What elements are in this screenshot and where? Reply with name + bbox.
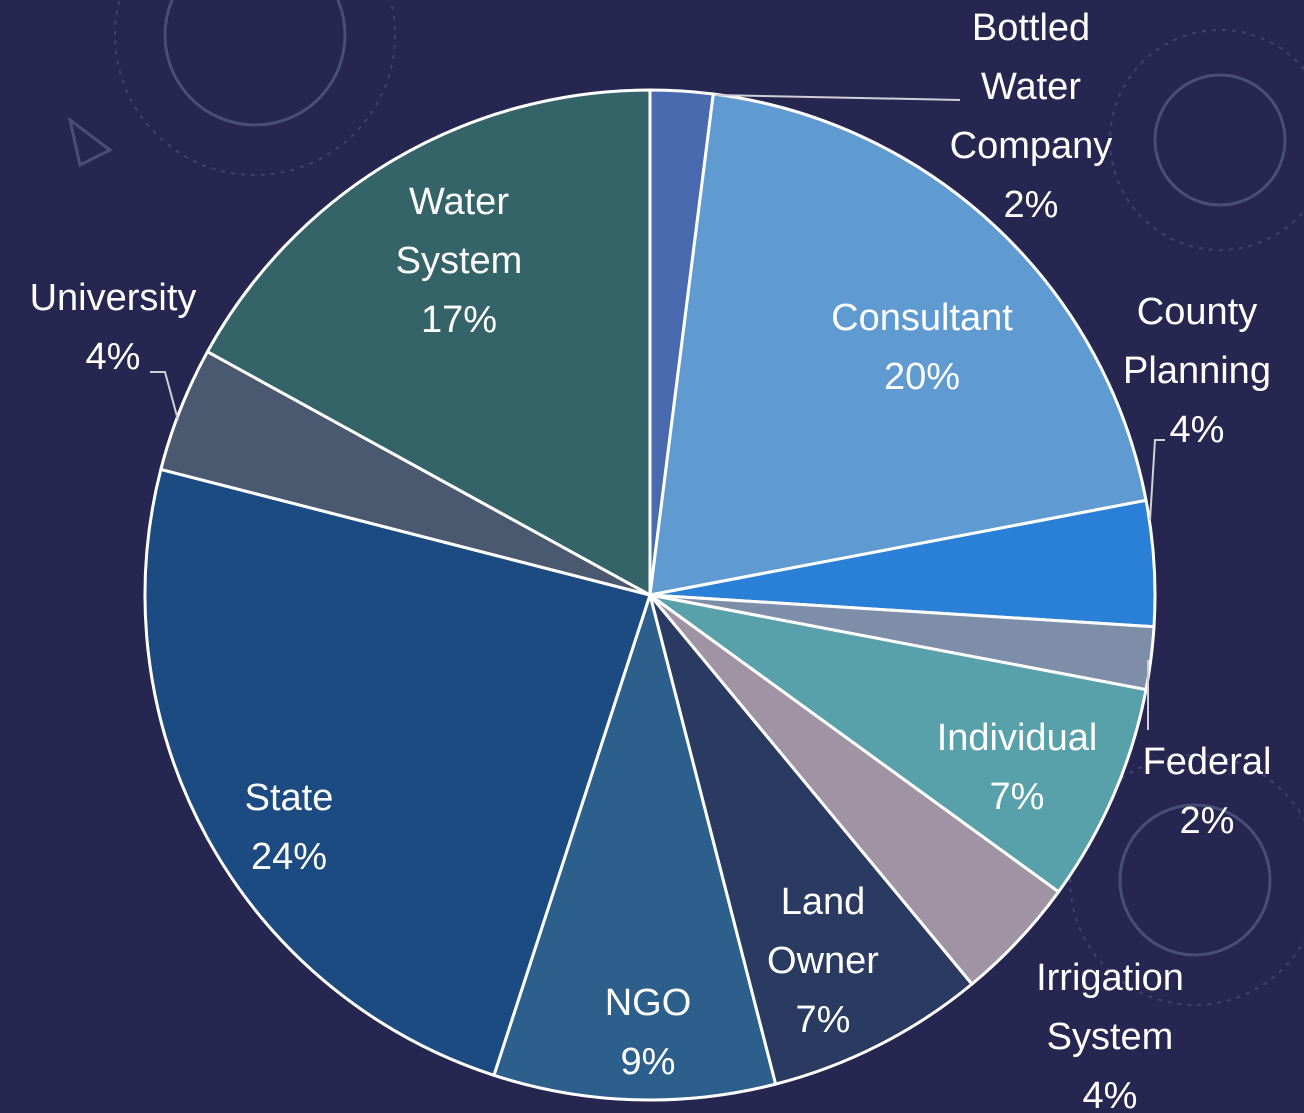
category-label: County Planning	[1123, 291, 1271, 392]
value-label: 4%	[1083, 1075, 1138, 1113]
labels: Bottled Water Company 2% Consultant 20% County…	[30, 7, 1272, 1113]
leader-line	[1149, 439, 1165, 521]
pie-slice	[143, 467, 652, 1077]
value-label: 17%	[421, 299, 497, 341]
category-label: University	[30, 277, 197, 319]
leader-line	[714, 94, 961, 101]
background-decoration	[67, 0, 1304, 1006]
value-label: 2%	[1180, 800, 1235, 842]
value-label: 24%	[251, 836, 327, 878]
category-label: Land Owner	[767, 881, 879, 982]
leader-line	[150, 371, 179, 421]
category-label: Irrigation System	[1036, 957, 1184, 1058]
value-label: 4%	[1170, 409, 1225, 451]
pie-slice	[648, 593, 974, 1086]
value-label: 4%	[86, 336, 141, 378]
value-label: 9%	[621, 1041, 676, 1083]
pie-slice	[648, 92, 1148, 597]
pie-slice	[205, 88, 652, 597]
value-label: 7%	[990, 776, 1045, 818]
category-label: State	[245, 777, 334, 819]
value-label: 2%	[1004, 184, 1059, 226]
value-label: 20%	[884, 356, 960, 398]
category-label: Bottled Water Company	[950, 7, 1113, 167]
category-label: Federal	[1143, 741, 1272, 783]
value-label: 7%	[796, 999, 851, 1041]
pie-slice	[648, 593, 1148, 894]
category-label: Water System	[396, 181, 523, 282]
category-label: Individual	[937, 717, 1098, 759]
pie-slice	[492, 593, 778, 1102]
pie	[143, 88, 1157, 1102]
category-label: Consultant	[831, 297, 1013, 339]
category-label: NGO	[605, 982, 692, 1024]
